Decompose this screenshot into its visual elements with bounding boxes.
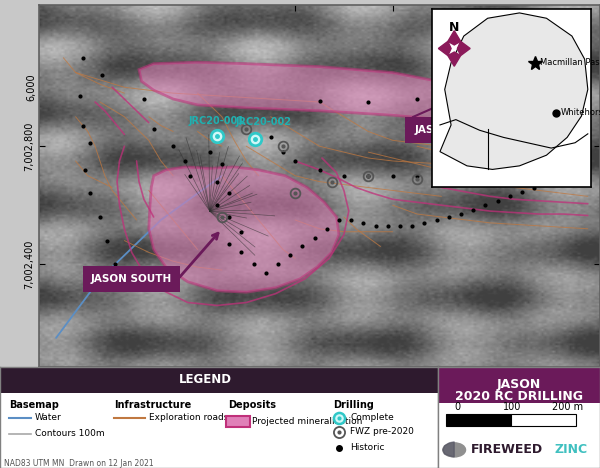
Text: Whitehorse: Whitehorse: [561, 108, 600, 117]
Polygon shape: [439, 41, 451, 56]
Text: Contours 100m: Contours 100m: [35, 429, 104, 439]
Text: JRC20-001: JRC20-001: [189, 116, 245, 125]
Text: JASON MAIN: JASON MAIN: [415, 125, 486, 135]
Circle shape: [443, 443, 466, 457]
Polygon shape: [448, 31, 461, 45]
Bar: [511, 414, 576, 426]
FancyBboxPatch shape: [438, 367, 600, 402]
FancyBboxPatch shape: [405, 117, 497, 143]
Text: JASON SOUTH: JASON SOUTH: [91, 274, 172, 284]
Text: Macmillan Pass: Macmillan Pass: [540, 58, 600, 67]
Polygon shape: [149, 167, 339, 292]
FancyBboxPatch shape: [83, 266, 180, 292]
Text: NAD83 UTM MN  Drawn on 12 Jan 2021: NAD83 UTM MN Drawn on 12 Jan 2021: [4, 460, 154, 468]
Polygon shape: [139, 62, 502, 123]
FancyBboxPatch shape: [226, 416, 250, 427]
Text: Water: Water: [35, 413, 62, 422]
Text: 200 m: 200 m: [552, 402, 583, 412]
Text: N: N: [449, 21, 460, 34]
Polygon shape: [457, 41, 470, 56]
Text: Projected mineralization: Projected mineralization: [252, 417, 362, 426]
Polygon shape: [448, 52, 461, 66]
FancyBboxPatch shape: [0, 367, 438, 393]
Text: 100: 100: [503, 402, 522, 412]
Text: 6,000: 6,000: [26, 73, 36, 101]
Text: 0: 0: [454, 402, 461, 412]
Text: Infrastructure: Infrastructure: [114, 400, 191, 410]
Text: Deposits: Deposits: [228, 400, 276, 410]
Text: Exploration roads: Exploration roads: [149, 413, 228, 422]
Text: FWZ pre-2020: FWZ pre-2020: [350, 427, 414, 436]
Bar: [446, 414, 511, 426]
Text: Drilling: Drilling: [333, 400, 374, 410]
Text: JASON: JASON: [497, 379, 541, 392]
Text: FIREWEED: FIREWEED: [470, 443, 542, 456]
Text: Historic: Historic: [350, 443, 385, 453]
Text: LEGEND: LEGEND: [179, 373, 232, 387]
Polygon shape: [478, 123, 571, 182]
Text: Complete: Complete: [350, 413, 394, 422]
Polygon shape: [440, 13, 588, 169]
Text: 2020 RC DRILLING: 2020 RC DRILLING: [455, 389, 583, 402]
Text: JRC20-002: JRC20-002: [235, 117, 292, 127]
Text: ZINC: ZINC: [554, 443, 588, 456]
Text: Basemap: Basemap: [9, 400, 59, 410]
Polygon shape: [443, 442, 454, 457]
